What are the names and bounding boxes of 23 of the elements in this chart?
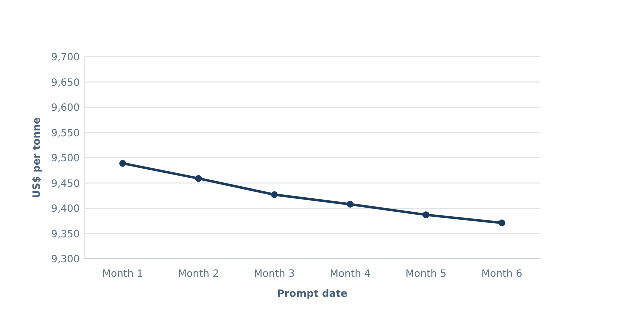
- y-tick-label: 9,300: [51, 254, 80, 266]
- x-tick-label: Month 3: [254, 269, 296, 280]
- x-tick-label: Month 5: [406, 269, 447, 280]
- point: [271, 191, 278, 198]
- x-tick-label: Month 6: [482, 269, 523, 280]
- x-axis-title: Prompt date: [277, 289, 348, 300]
- y-tick-label: 9,650: [51, 78, 80, 89]
- y-tick-label: 9,400: [51, 204, 80, 215]
- y-tick-label: 9,450: [51, 178, 80, 190]
- y-tick-label: 9,600: [51, 103, 80, 114]
- x-tick-label: Month 2: [178, 269, 220, 280]
- y-tick-label: 9,550: [51, 128, 80, 140]
- point: [120, 160, 126, 167]
- point: [195, 175, 202, 182]
- x-tick-label: Month 4: [330, 269, 371, 280]
- x-tick-label: Month 1: [102, 269, 144, 280]
- point: [498, 220, 506, 227]
- y-axis-title: US$ per tonne: [32, 117, 43, 198]
- point: [422, 212, 430, 218]
- y-tick-label: 9,700: [51, 52, 80, 64]
- point: [347, 201, 354, 208]
- y-tick-label: 9,350: [51, 229, 80, 240]
- y-tick-label: 9,500: [51, 154, 80, 164]
